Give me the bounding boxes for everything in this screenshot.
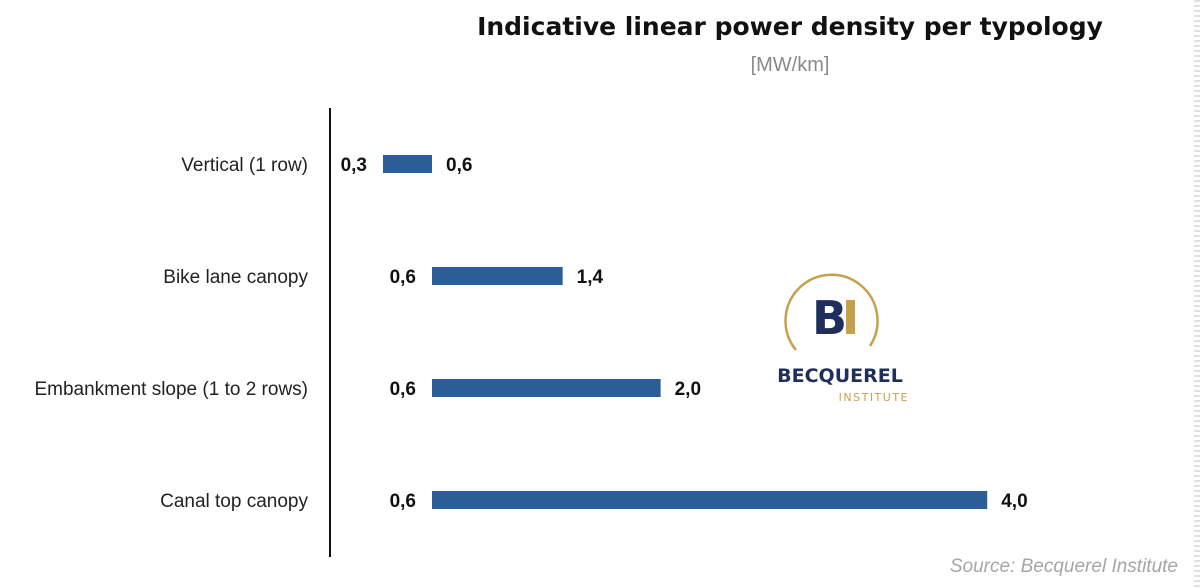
logo-name: BECQUEREL [777,365,903,387]
range-bar [432,267,563,285]
range-bar [383,155,432,173]
chart-subtitle: [MW/km] [750,54,830,76]
max-value-label: 1,4 [577,267,604,288]
logo-tagline: INSTITUTE [839,391,909,404]
range-bar-chart: Vertical (1 row) 0,3 0,6 Bike lane canopy 0,… [34,108,1028,557]
min-value-label: 0,6 [390,379,416,400]
category-label: Bike lane canopy [163,267,308,288]
category-label: Canal top canopy [160,491,308,512]
min-value-label: 0,6 [390,267,416,288]
min-value-label: 0,3 [341,155,367,176]
range-bar [432,379,661,397]
source-note: Source: Becquerel Institute [949,556,1178,577]
max-value-label: 4,0 [1001,491,1027,512]
max-value-label: 0,6 [446,155,472,176]
logo-monogram-bar [846,300,855,334]
max-value-label: 2,0 [675,379,701,400]
chart-title: Indicative linear power density per typo… [477,12,1103,41]
range-bar [432,491,988,509]
logo-ring [784,273,879,351]
category-label: Vertical (1 row) [181,155,308,176]
page-edge-pattern [1194,0,1200,588]
min-value-label: 0,6 [390,491,416,512]
becquerel-logo: B BECQUEREL INSTITUTE [777,273,909,404]
category-label: Embankment slope (1 to 2 rows) [34,379,308,400]
logo-monogram-b: B [812,291,847,345]
